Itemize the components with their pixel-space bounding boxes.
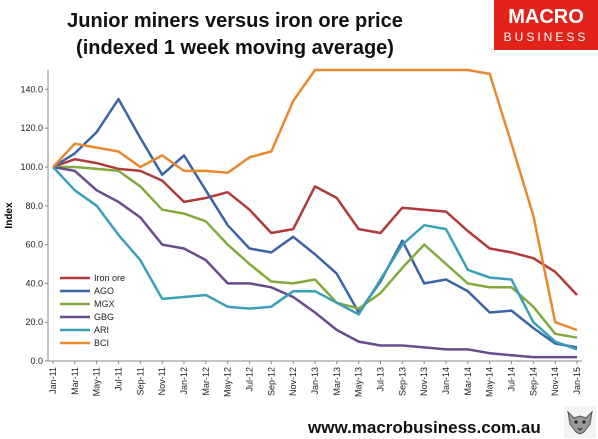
wolf-icon	[564, 406, 596, 438]
x-tick-label: Mar-12	[201, 367, 211, 396]
x-tick-label: Mar-13	[332, 367, 342, 396]
chart-title-line1: Junior miners versus iron ore price	[67, 10, 403, 32]
x-tick-label: Jan-14	[441, 367, 451, 395]
series-line-mgx	[53, 165, 578, 339]
x-tick-label: Nov-12	[288, 367, 298, 396]
x-tick-label: Sep-12	[266, 367, 276, 396]
x-tick-label: Jul-11	[114, 367, 124, 391]
x-tick-label: Jan-15	[572, 367, 582, 395]
y-tick-label: 140.0	[20, 84, 43, 94]
series-line-gbg	[52, 165, 577, 359]
x-tick-label: Jan-12	[179, 367, 189, 395]
x-tick-label: Jan-11	[48, 367, 58, 394]
y-tick-label: 0.0	[30, 356, 43, 366]
series-line-iron-ore	[52, 157, 578, 296]
y-tick-label: 40.0	[25, 278, 43, 288]
series-line-ari	[52, 166, 578, 351]
footer-url: www.macrobusiness.com.au	[308, 418, 541, 437]
logo-line2: BUSINESS	[503, 30, 589, 44]
x-tick-label: May-12	[223, 367, 233, 397]
x-tick-label: May-11	[92, 367, 102, 396]
x-tick-label: Sep-11	[135, 367, 145, 395]
series-line-ago	[52, 97, 578, 349]
x-tick-label: May-13	[354, 367, 364, 397]
y-tick-label: 20.0	[25, 317, 43, 327]
legend-label-bci: BCI	[94, 338, 109, 348]
x-tick-label: Nov-13	[419, 367, 429, 396]
x-tick-label: Sep-14	[528, 367, 538, 396]
chart-title-line2: (indexed 1 week moving average)	[76, 37, 394, 59]
macrobusiness-logo: MACRO BUSINESS	[494, 0, 598, 50]
legend-label-ago: AGO	[94, 286, 114, 296]
x-tick-label: Jul-12	[245, 367, 255, 392]
y-tick-label: 60.0	[25, 240, 43, 250]
x-tick-label: Nov-11	[157, 367, 167, 395]
x-tick-label: Mar-14	[463, 367, 473, 396]
series-line-bci	[52, 68, 578, 332]
x-tick-label: Jul-14	[507, 367, 517, 392]
legend-label-ari: ARI	[94, 325, 109, 335]
x-tick-label: Sep-13	[397, 367, 407, 396]
legend-label-gbg: GBG	[94, 312, 114, 322]
x-tick-label: May-14	[485, 367, 495, 397]
y-tick-label: 80.0	[25, 201, 43, 211]
x-tick-label: Jan-13	[310, 367, 320, 395]
chart-title: Junior miners versus iron ore price (ind…	[20, 8, 450, 62]
line-chart: 0.0 20.0 40.0 60.0 80.0 100.0 120.0 140.0 Index J…	[4, 68, 582, 397]
y-tick-label: 100.0	[20, 162, 43, 172]
legend-label-iron-ore: Iron ore	[94, 273, 125, 283]
x-tick-label: Jul-13	[376, 367, 386, 392]
x-tick-label: Mar-11	[70, 367, 80, 395]
y-axis-title: Index	[4, 202, 15, 229]
x-tick-label: Nov-14	[550, 367, 560, 396]
y-tick-label: 120.0	[20, 123, 43, 133]
legend-label-mgx: MGX	[94, 299, 115, 309]
logo-line1: MACRO	[508, 6, 584, 28]
